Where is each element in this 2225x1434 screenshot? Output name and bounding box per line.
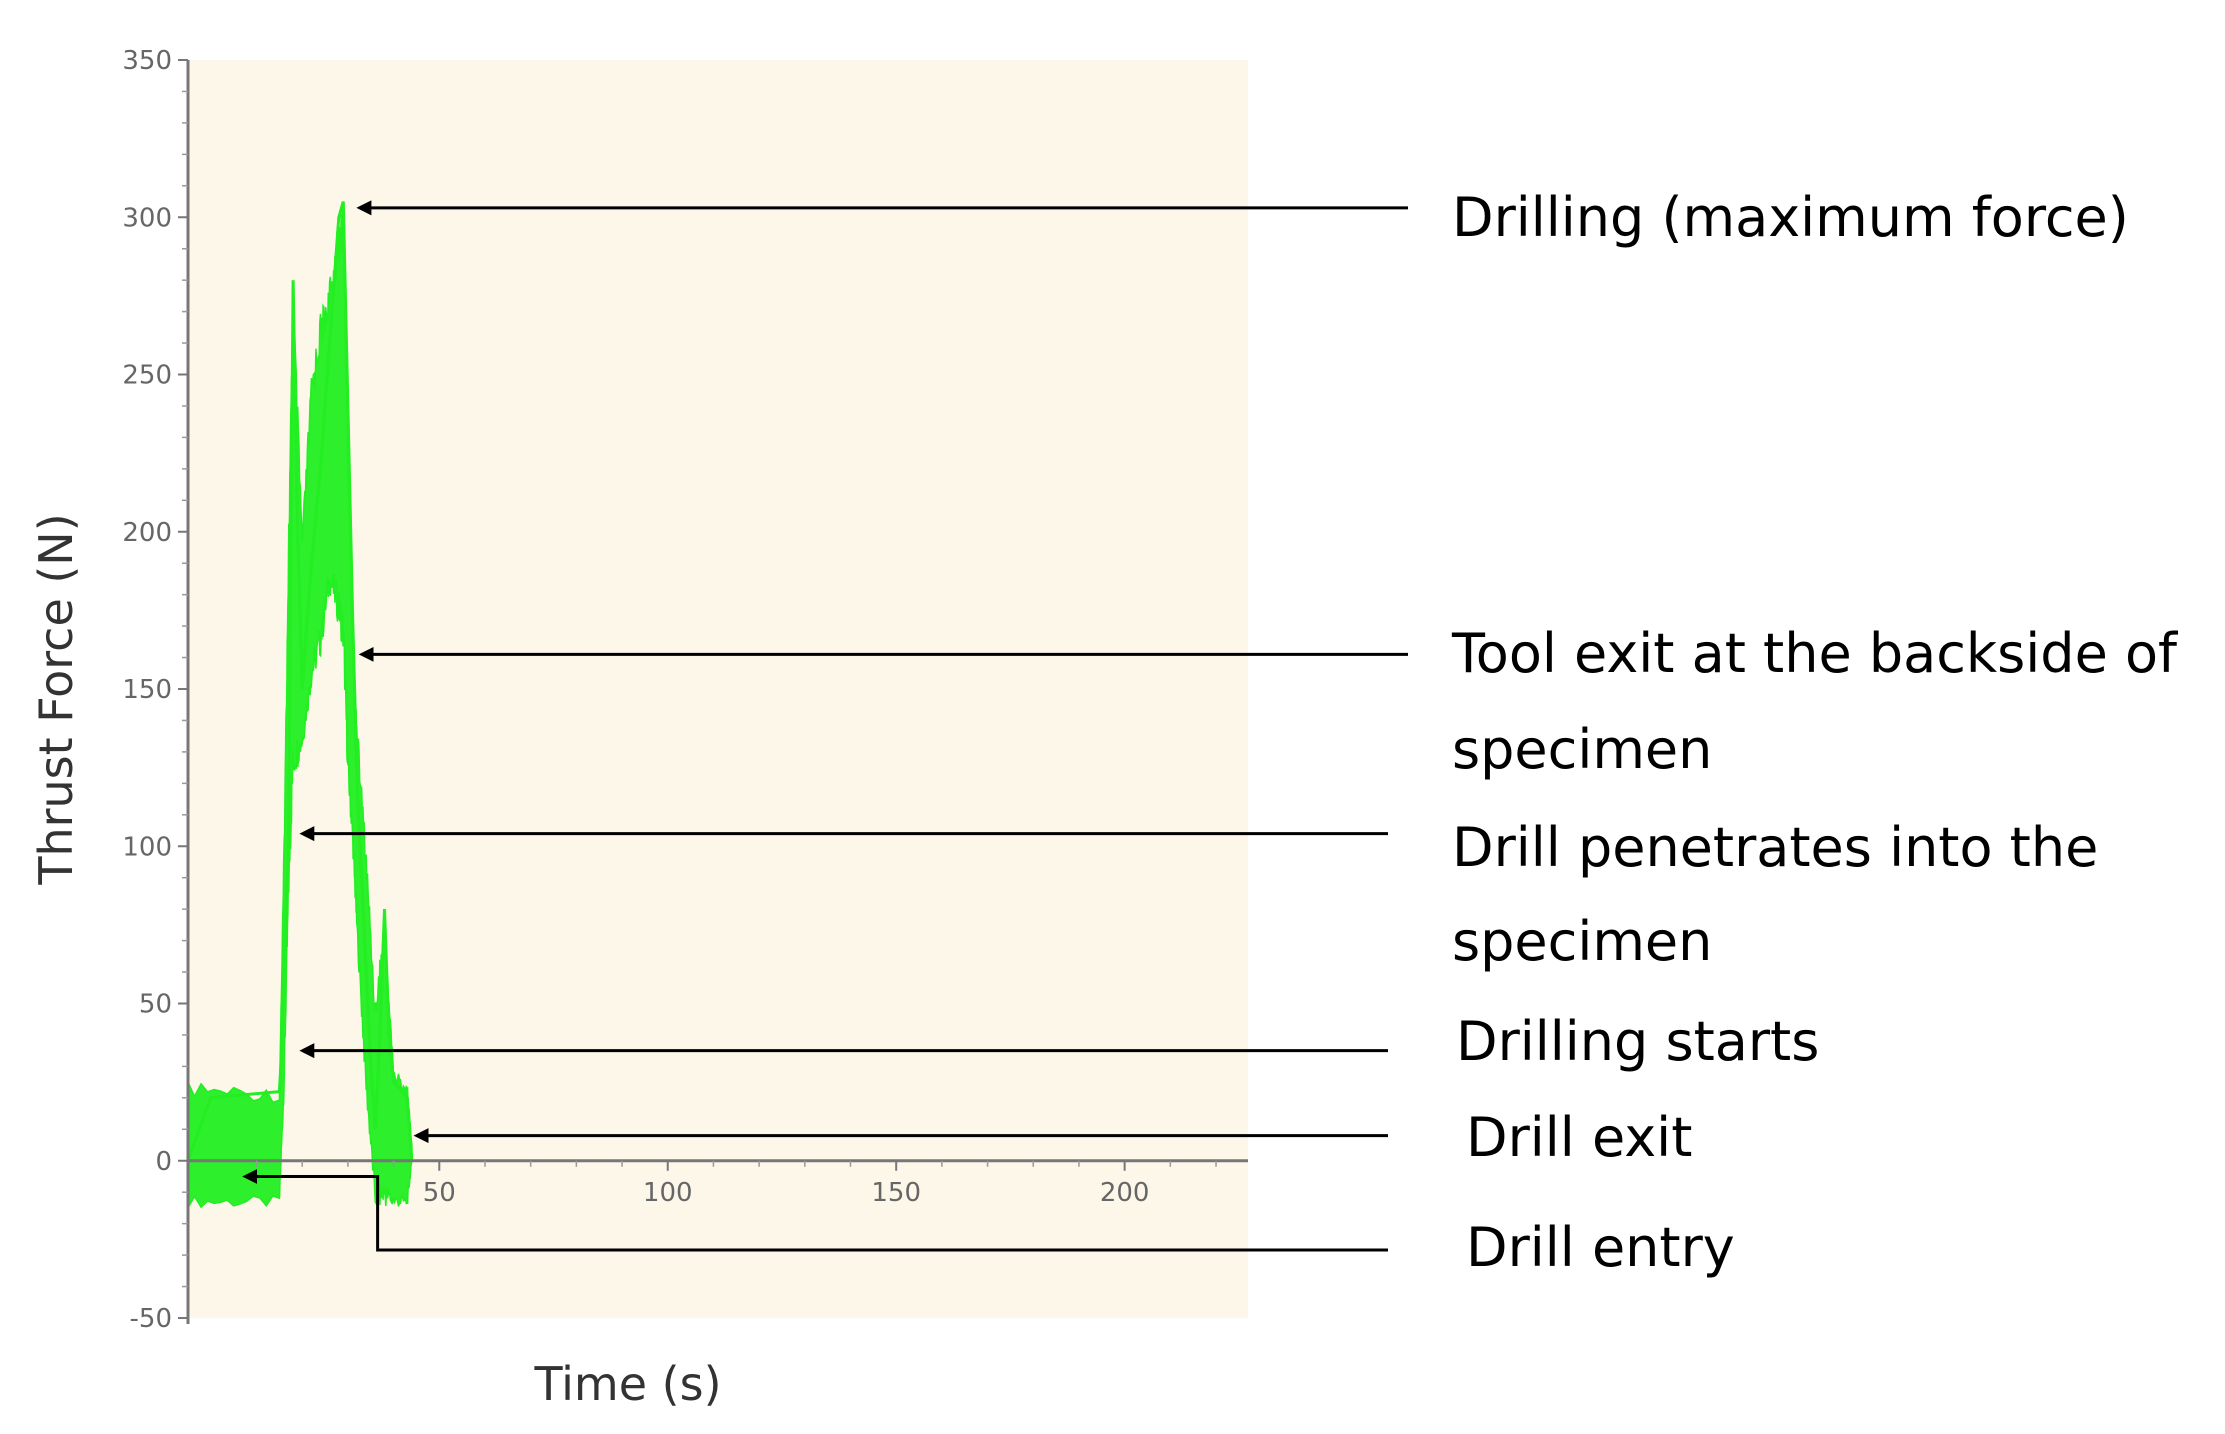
y-tick-label: 100 xyxy=(122,832,172,862)
annotation-text: Tool exit at the backside of xyxy=(1451,622,2179,685)
annotation-text: specimen xyxy=(1452,718,1712,781)
series-layer xyxy=(186,201,414,1162)
annotation-starts: Drilling starts xyxy=(299,1010,1819,1073)
series-0-line xyxy=(186,201,414,1162)
y-tick-label: 150 xyxy=(122,675,172,705)
y-tick-label: 50 xyxy=(139,990,172,1020)
annotation-text: specimen xyxy=(1452,910,1712,973)
y-tick-label: 0 xyxy=(155,1147,172,1177)
x-tick-label: 50 xyxy=(423,1178,456,1208)
x-axis-label: Time (s) xyxy=(533,1357,721,1411)
annotation-max-force: Drilling (maximum force) xyxy=(356,186,2129,249)
annotation-text: Drill exit xyxy=(1466,1106,1692,1169)
y-tick-label: 250 xyxy=(122,361,172,391)
annotation-exit: Drill exit xyxy=(413,1106,1692,1169)
plot-area xyxy=(188,60,1248,1318)
annotations: Drilling (maximum force) Tool exit at the… xyxy=(242,186,2179,1279)
annotation-entry: Drill entry xyxy=(242,1168,1735,1279)
x-tick-label: 150 xyxy=(871,1178,921,1208)
annotation-text: Drill entry xyxy=(1466,1216,1735,1279)
y-tick-label: 200 xyxy=(122,518,172,548)
annotation-tool-exit: Tool exit at the backside of specimen xyxy=(358,622,2179,781)
y-tick-label: 300 xyxy=(122,203,172,233)
y-tick-label: 350 xyxy=(122,46,172,76)
annotation-arrow xyxy=(242,1168,1388,1252)
annotation-text: Drill penetrates into the xyxy=(1452,816,2098,879)
annotation-penetrates: Drill penetrates into the specimen xyxy=(299,816,2098,973)
annotation-text: Drilling (maximum force) xyxy=(1452,186,2129,249)
tick-labels: 350 300 250 200 150 100 50 0 -50 50 100 150 200 xyxy=(122,46,1149,1334)
y-axis-label: Thrust Force (N) xyxy=(29,513,83,885)
axes xyxy=(178,59,1248,1324)
y-tick-label: -50 xyxy=(130,1304,172,1334)
annotation-text: Drilling starts xyxy=(1456,1010,1819,1073)
x-tick-label: 100 xyxy=(643,1178,693,1208)
x-tick-label: 200 xyxy=(1100,1178,1150,1208)
